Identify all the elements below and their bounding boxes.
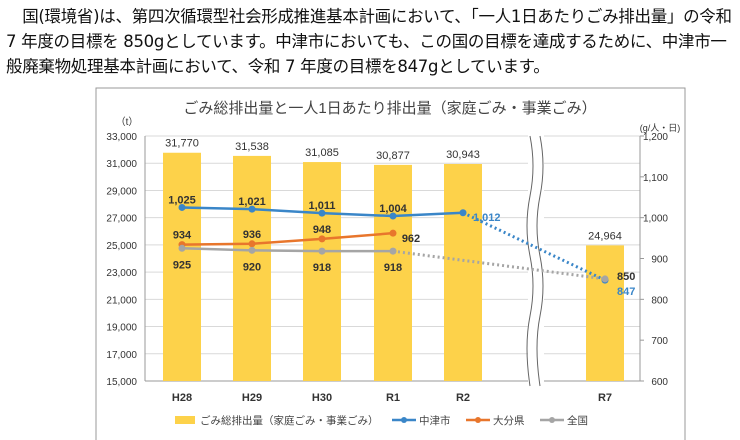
chart-frame [95, 87, 686, 440]
series-line [181, 247, 393, 253]
y-tick-label: 27,000 [106, 214, 137, 225]
y-tick-label: 15,000 [106, 377, 137, 388]
bar-label: 31,770 [165, 138, 199, 150]
x-tick-label: H30 [312, 392, 332, 404]
data-label: 934 [173, 230, 192, 242]
y-tick-label: 17,000 [106, 350, 137, 361]
data-label: 1,011 [309, 200, 336, 212]
legend-label: 大分県 [493, 414, 525, 427]
legend-label: 全国 [567, 414, 588, 427]
y-tick-label: 19,000 [106, 323, 137, 334]
x-tick-label: R7 [598, 392, 612, 404]
y2-tick-label: 1,100 [643, 173, 668, 184]
legend-marker [401, 417, 407, 423]
data-point [318, 235, 326, 243]
chart-title: ごみ総排出量と一人1日あたり排出量（家庭ごみ・事業ごみ） [183, 100, 596, 117]
data-label: 1,012 [473, 212, 501, 224]
y-tick-label: 21,000 [106, 295, 137, 306]
data-point [389, 229, 397, 237]
x-tick-label: H29 [242, 392, 262, 404]
data-label: 1,004 [379, 203, 407, 215]
bar-label: 24,964 [588, 230, 622, 242]
series-projection-line [462, 211, 606, 282]
y-axis-label: （t） [116, 116, 139, 128]
x-tick-label: R1 [386, 392, 400, 404]
data-label: 962 [402, 233, 420, 245]
data-label: 1,021 [238, 196, 266, 208]
data-point [601, 275, 609, 283]
y2-tick-label: 600 [651, 377, 668, 388]
y-tick-label: 33,000 [106, 132, 137, 143]
data-point [318, 209, 326, 217]
data-label: 918 [313, 262, 331, 274]
y-tick-label: 31,000 [106, 159, 137, 170]
series-projection-line [392, 249, 606, 281]
data-label: 936 [243, 229, 261, 241]
x-tick-label: H28 [172, 392, 192, 404]
legend-marker [475, 417, 481, 423]
data-point [178, 244, 186, 252]
intro-text: 国(環境省)は、第四次循環型社会形成推進基本計画において、「一人1日あたりごみ排… [6, 4, 736, 79]
axis-break [528, 131, 544, 391]
data-label: 1,025 [168, 194, 196, 206]
data-point [248, 240, 256, 248]
bar [303, 162, 341, 381]
legend-label: ごみ総排出量（家庭ごみ・事業ごみ） [200, 414, 379, 427]
bar-label: 30,943 [446, 149, 480, 161]
y-tick-label: 29,000 [106, 186, 137, 197]
data-point [459, 209, 467, 217]
y-tick-label: 23,000 [106, 268, 137, 279]
axis-break-mark [536, 135, 544, 387]
data-label: 920 [243, 261, 261, 273]
data-point [389, 247, 397, 255]
data-label: 918 [384, 262, 402, 274]
y2-axis-label: (g/人・日) [640, 123, 681, 133]
bar-label: 31,538 [235, 141, 269, 153]
bar [374, 164, 412, 381]
data-point [248, 205, 256, 213]
axis-break-mark [526, 135, 534, 387]
y2-tick-label: 900 [651, 255, 668, 266]
intro-line: 国(環境省)は、第四次循環型社会形成推進基本計画において、「一人1日あたりごみ排… [6, 7, 732, 26]
legend-swatch [175, 416, 195, 424]
bar-label: 30,877 [376, 150, 410, 162]
bar [444, 163, 482, 381]
intro-line: 7 年度の目標を 850gとしています。中津市においても、この国の目標を達成する… [6, 32, 727, 51]
data-label: 925 [173, 259, 191, 271]
bar [586, 245, 624, 381]
legend-marker [549, 417, 555, 423]
bar [233, 155, 271, 381]
x-tick-label: R2 [456, 392, 470, 404]
y2-tick-label: 800 [651, 295, 668, 306]
y2-tick-label: 700 [651, 336, 668, 347]
data-point [248, 246, 256, 254]
data-point [318, 247, 326, 255]
intro-line: 般廃棄物処理基本計画において、令和 7 年度の目標を847gとしています。 [6, 57, 550, 76]
data-label: 948 [313, 224, 331, 236]
data-label: 850 [617, 271, 635, 283]
y2-tick-label: 1,200 [643, 132, 668, 143]
data-label: 847 [617, 286, 635, 298]
legend-label: 中津市 [419, 414, 451, 427]
y-tick-label: 25,000 [106, 241, 137, 252]
y2-tick-label: 1,000 [643, 214, 668, 225]
series-line [181, 231, 394, 246]
bar [163, 152, 201, 381]
data-point [389, 212, 397, 220]
bar-label: 31,085 [305, 147, 339, 159]
data-point [178, 203, 186, 211]
